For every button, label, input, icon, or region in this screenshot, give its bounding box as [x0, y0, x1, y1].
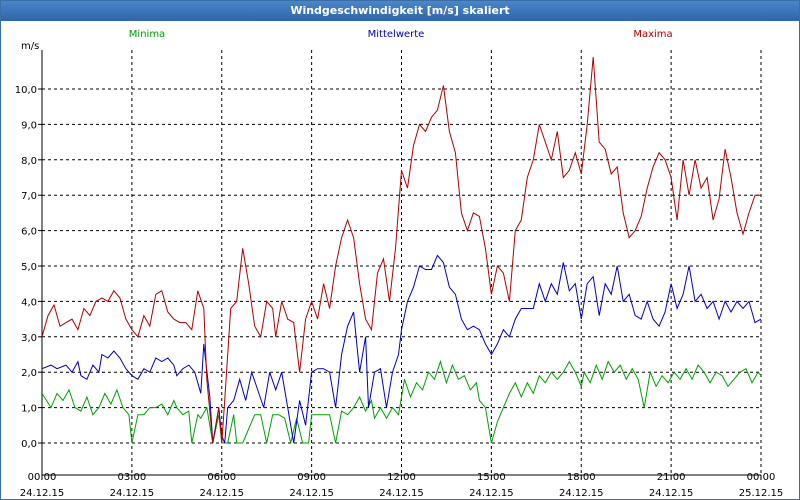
series-line-minima — [41, 359, 762, 444]
axis-layer: m/s 0,0 1,0 2,0 3,0 4,0 5,0 6,0 7,0 8,0 9,0 10,0 00:… — [15, 41, 784, 499]
y-tick-label: 6,0 — [21, 227, 37, 238]
window-title: Windgeschwindigkeit [m/s] skaliert — [1, 1, 799, 21]
x-tick-label-time: 06:00 — [207, 472, 236, 483]
y-tick-label: 1,0 — [21, 404, 37, 415]
x-tick-label-time: 12:00 — [387, 472, 416, 483]
grid-layer — [42, 50, 762, 475]
x-tick-label-date: 24.12.15 — [469, 488, 514, 499]
y-tick-label: 2,0 — [21, 368, 37, 379]
y-axis-label: m/s — [21, 41, 39, 52]
y-tick-label: 3,0 — [21, 333, 37, 344]
x-tick-label-time: 00:00 — [28, 472, 57, 483]
x-tick-label-time: 09:00 — [297, 472, 326, 483]
y-tick-label: 9,0 — [21, 120, 37, 131]
x-tick-label-time: 15:00 — [477, 472, 506, 483]
series-layer — [41, 57, 762, 444]
x-tick-label-time: 21:00 — [657, 472, 686, 483]
legend-entry-maxima: Maxima — [633, 29, 672, 40]
series-line-mittelwerte — [41, 254, 762, 444]
x-tick-label-time: 00:00 — [747, 472, 776, 483]
x-tick-label-date: 24.12.15 — [649, 488, 694, 499]
x-tick-label-date: 24.12.15 — [20, 488, 65, 499]
x-tick-label-time: 18:00 — [567, 472, 596, 483]
x-tick-label-date: 24.12.15 — [199, 488, 244, 499]
y-tick-label: 5,0 — [21, 262, 37, 273]
legend-entry-mittelwerte: Mittelwerte — [368, 29, 425, 40]
y-tick-label: 8,0 — [21, 156, 37, 167]
y-tick-label: 7,0 — [21, 191, 37, 202]
y-tick-label: 4,0 — [21, 297, 37, 308]
x-tick-label-date: 24.12.15 — [289, 488, 334, 499]
legend-entry-minima: Minima — [129, 29, 165, 40]
series-line-maxima — [41, 57, 761, 444]
x-tick-label-date: 24.12.15 — [559, 488, 604, 499]
chart-svg: m/s 0,0 1,0 2,0 3,0 4,0 5,0 6,0 7,0 8,0 9,0 10,0 00:… — [15, 29, 784, 499]
x-tick-label-date: 25.12.15 — [739, 488, 784, 499]
x-tick-label-time: 03:00 — [117, 472, 146, 483]
x-tick-label-date: 24.12.15 — [379, 488, 424, 499]
y-tick-label: 0,0 — [21, 439, 37, 450]
y-tick-label: 10,0 — [15, 85, 37, 96]
legend-layer: Minima Mittelwerte Maxima — [129, 29, 673, 40]
x-tick-label-date: 24.12.15 — [110, 488, 155, 499]
